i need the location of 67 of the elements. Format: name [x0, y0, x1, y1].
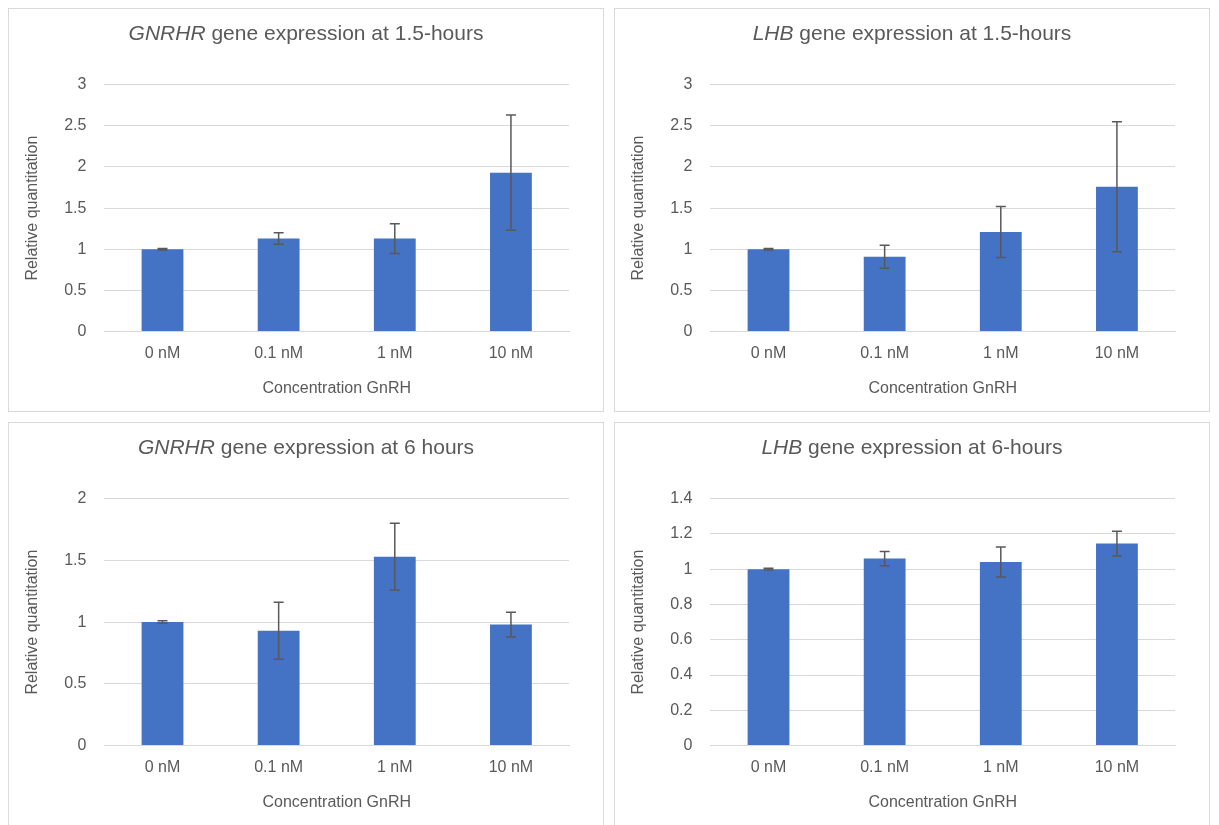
bar — [257, 630, 300, 746]
chart-title: GNRHR gene expression at 1.5-hours — [128, 21, 484, 44]
y-tick-label: 0 — [683, 322, 693, 340]
y-axis-title: Relative quantitation — [629, 549, 647, 695]
chart-title: LHB gene expression at 1.5-hours — [752, 21, 1072, 44]
y-tick-label: 1 — [77, 239, 87, 257]
y-tick-label: 2 — [77, 157, 87, 175]
x-tick-label: 1 nM — [983, 343, 1019, 361]
x-tick-label: 0.1 nM — [860, 757, 910, 775]
x-axis-title: Concentration GnRH — [868, 378, 1017, 396]
x-axis-title: Concentration GnRH — [262, 378, 411, 396]
x-tick-label: 0 nM — [750, 343, 787, 361]
y-tick-label: 0.2 — [670, 700, 693, 718]
y-axis-title: Relative quantitation — [629, 135, 647, 281]
bar — [490, 172, 532, 332]
x-tick-label: 1 nM — [377, 757, 413, 775]
y-tick-label: 1.5 — [64, 198, 87, 216]
y-axis-title: Relative quantitation — [23, 135, 41, 281]
chart-title: GNRHR gene expression at 6 hours — [137, 435, 475, 458]
y-tick-label: 1.5 — [670, 198, 693, 216]
bar — [373, 238, 416, 332]
bar — [490, 624, 532, 746]
bar — [141, 249, 184, 332]
x-tick-label: 0 nM — [144, 757, 181, 775]
y-tick-label: 0.4 — [670, 665, 693, 683]
bar — [863, 256, 906, 332]
bar — [979, 231, 1022, 332]
x-tick-label: 0.1 nM — [254, 343, 304, 361]
y-tick-label: 1.5 — [64, 550, 87, 568]
x-axis-title: Concentration GnRH — [262, 792, 411, 810]
x-tick-label: 0.1 nM — [254, 757, 304, 775]
x-tick-label: 1 nM — [377, 343, 413, 361]
bar — [747, 249, 790, 332]
bar — [257, 238, 300, 332]
y-tick-label: 0.5 — [64, 674, 87, 692]
y-tick-label: 2 — [77, 489, 87, 507]
y-axis-title: Relative quantitation — [23, 549, 41, 695]
y-tick-label: 0.8 — [670, 594, 693, 612]
y-tick-label: 2.5 — [64, 116, 87, 134]
y-tick-label: 1.2 — [670, 524, 693, 542]
x-tick-label: 1 nM — [983, 757, 1019, 775]
x-tick-label: 10 nM — [1094, 757, 1140, 775]
y-tick-label: 0 — [683, 736, 693, 754]
y-tick-label: 1 — [77, 612, 87, 630]
y-tick-label: 1.4 — [670, 489, 693, 507]
x-tick-label: 10 nM — [488, 757, 534, 775]
y-tick-label: 1 — [683, 239, 693, 257]
y-tick-label: 1 — [683, 559, 693, 577]
x-tick-label: 0 nM — [144, 343, 181, 361]
chart-title: LHB gene expression at 6-hours — [761, 435, 1063, 458]
y-tick-label: 0 — [77, 736, 87, 754]
y-tick-label: 3 — [683, 75, 693, 93]
x-tick-label: 10 nM — [488, 343, 534, 361]
x-tick-label: 0 nM — [750, 757, 787, 775]
bar — [1096, 186, 1138, 332]
bar — [141, 622, 184, 746]
y-tick-label: 3 — [77, 75, 87, 93]
y-tick-label: 0.5 — [670, 280, 693, 298]
y-tick-label: 0 — [77, 322, 87, 340]
y-tick-label: 0.5 — [64, 280, 87, 298]
bar — [373, 556, 416, 746]
y-tick-label: 2.5 — [670, 116, 693, 134]
x-tick-label: 0.1 nM — [860, 343, 910, 361]
y-tick-label: 0.6 — [670, 630, 693, 648]
y-tick-label: 2 — [683, 157, 693, 175]
x-tick-label: 10 nM — [1094, 343, 1140, 361]
x-axis-title: Concentration GnRH — [868, 792, 1017, 810]
